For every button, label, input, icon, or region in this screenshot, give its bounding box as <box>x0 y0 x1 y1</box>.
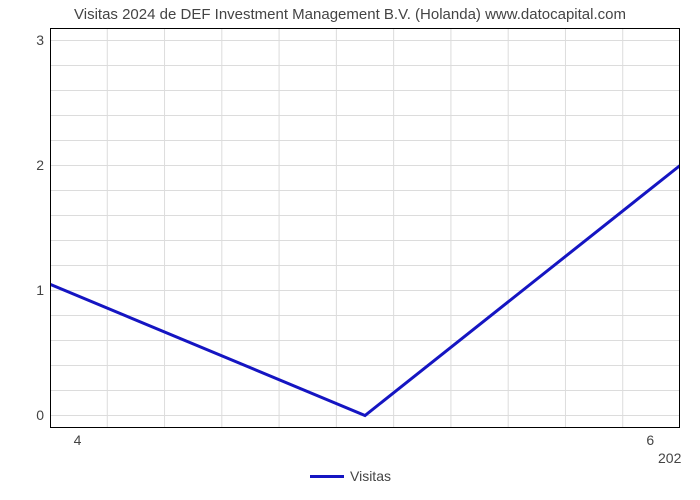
y-tick-label: 2 <box>28 157 44 173</box>
x-tick-label: 6 <box>646 432 654 448</box>
legend: Visitas <box>310 468 391 484</box>
legend-label: Visitas <box>350 468 391 484</box>
chart-title: Visitas 2024 de DEF Investment Managemen… <box>0 6 700 23</box>
chart-plot <box>50 28 680 428</box>
x-sublabel: 202 <box>658 450 681 466</box>
y-tick-label: 3 <box>28 32 44 48</box>
y-tick-label: 0 <box>28 407 44 423</box>
x-tick-label: 4 <box>74 432 82 448</box>
legend-line <box>310 475 344 478</box>
y-tick-label: 1 <box>28 282 44 298</box>
chart-container: Visitas 2024 de DEF Investment Managemen… <box>0 0 700 500</box>
